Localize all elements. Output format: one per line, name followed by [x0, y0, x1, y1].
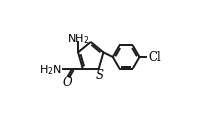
Text: S: S — [95, 68, 103, 81]
Text: H$_2$N: H$_2$N — [39, 63, 62, 76]
Text: Cl: Cl — [149, 51, 162, 64]
Text: O: O — [63, 75, 72, 88]
Text: NH$_2$: NH$_2$ — [67, 32, 89, 46]
